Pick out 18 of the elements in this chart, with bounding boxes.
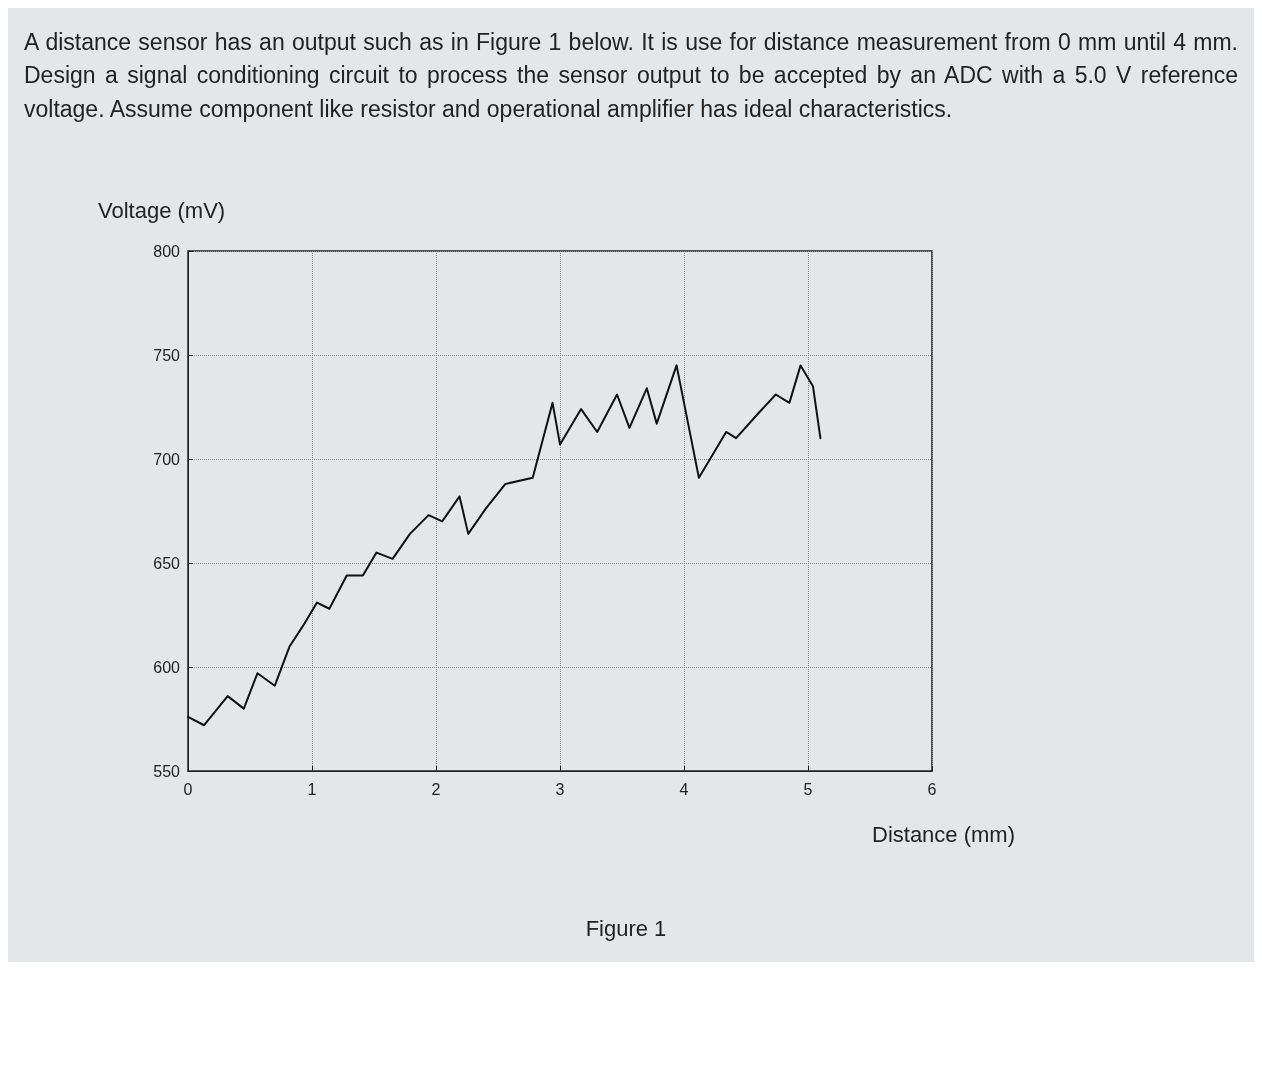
- x-tick-label: 4: [679, 780, 689, 798]
- x-tick-label: 2: [431, 780, 441, 798]
- x-tick-label: 3: [555, 780, 565, 798]
- y-tick-label: 650: [153, 554, 181, 572]
- x-axis-title: Distance (mm): [872, 821, 1016, 847]
- y-tick-label: 800: [153, 242, 181, 260]
- y-tick-label: 550: [153, 762, 181, 780]
- y-tick-label: 750: [153, 346, 181, 364]
- y-axis-title: Voltage (mV): [98, 197, 226, 223]
- y-tick-label: 600: [153, 658, 181, 676]
- x-tick-label: 5: [803, 780, 813, 798]
- x-tick-label: 0: [183, 780, 193, 798]
- line-series: [187, 364, 822, 727]
- caption: Figure 1: [584, 916, 668, 944]
- x-tick-label: 1: [307, 780, 317, 798]
- x-tick-label: 6: [927, 780, 937, 798]
- chart-title: A distance sensor has an output such as in Figure 1 below. It is use for distance measurement from 0 mm until 4 mm. Design a signal conditioning circuit to process the sensor output to be accepted by an ADC with a 5.0 V reference voltage. Assume component like resistor and operational amplifier has ideal characteristics.: [23, 28, 1239, 124]
- y-tick-label: 700: [153, 450, 181, 468]
